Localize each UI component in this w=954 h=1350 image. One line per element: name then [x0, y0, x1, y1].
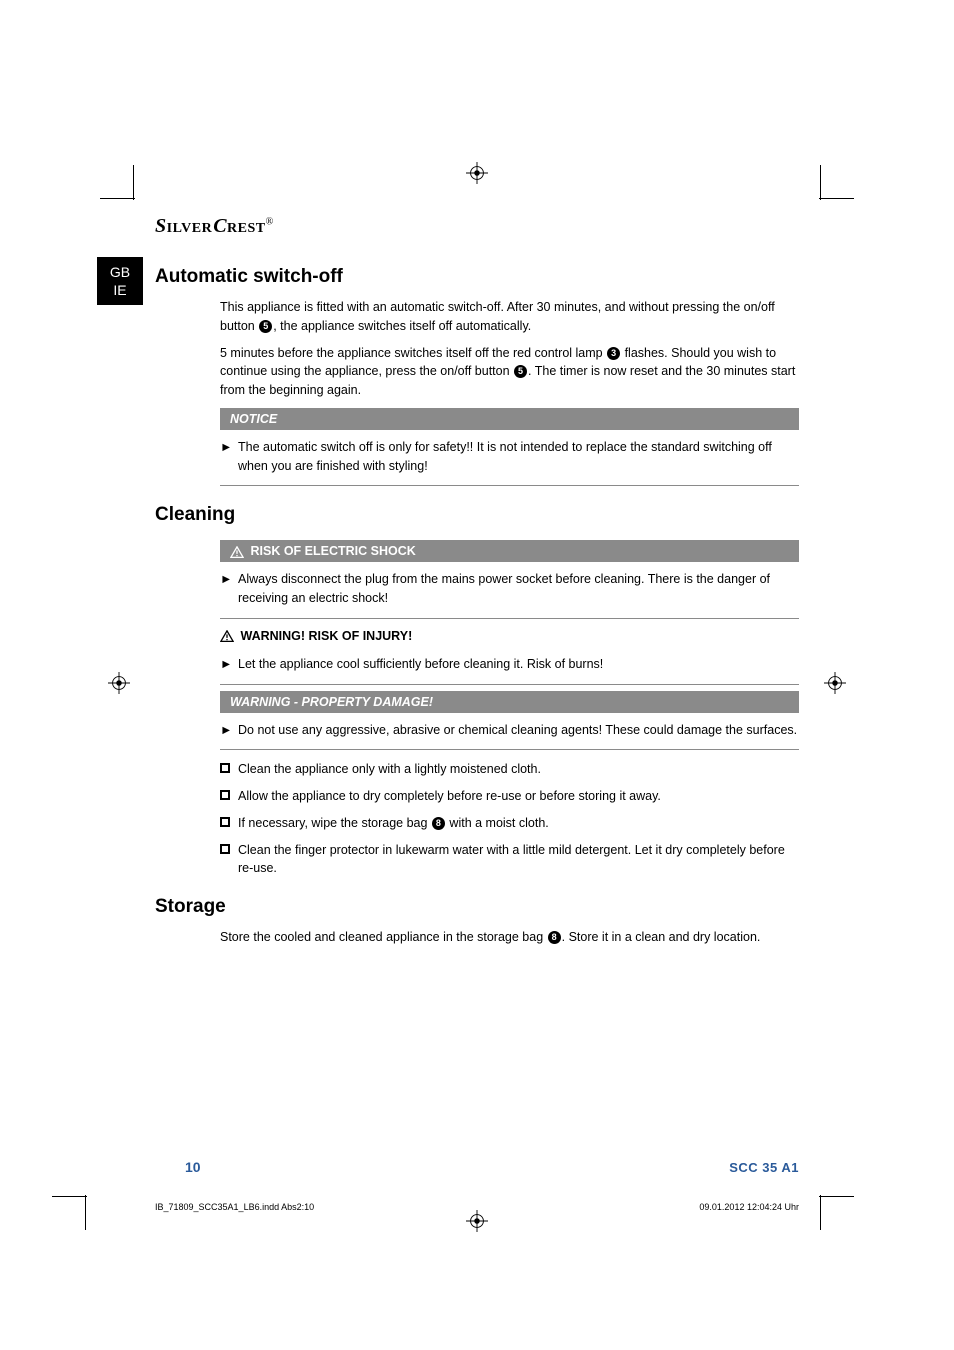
registration-mark-bottom [466, 1210, 488, 1232]
warning-text: Let the appliance cool sufficiently befo… [238, 655, 799, 674]
square-bullet-icon [220, 763, 230, 773]
auto-off-body: This appliance is fitted with an automat… [220, 298, 799, 400]
model-number: SCC 35 A1 [729, 1160, 799, 1175]
page-content: SilverCrest® GB IE Automatic switch-off … [155, 215, 799, 1175]
page-footer: 10 SCC 35 A1 [155, 1159, 799, 1175]
storage-body: Store the cooled and cleaned appliance i… [220, 928, 799, 947]
square-bullet-icon [220, 817, 230, 827]
notice-header: NOTICE [220, 408, 799, 430]
section-title-cleaning: Cleaning [155, 504, 799, 526]
print-footer: IB_71809_SCC35A1_LB6.indd Abs2:10 09.01.… [155, 1202, 799, 1212]
warning-body: ► Let the appliance cool sufficiently be… [220, 647, 799, 685]
section-title-storage: Storage [155, 896, 799, 918]
warning-header-text: WARNING! RISK OF INJURY! [240, 629, 412, 643]
registration-mark-right [824, 672, 846, 694]
registration-mark-left [108, 672, 130, 694]
list-item: If necessary, wipe the storage bag 8 wit… [220, 814, 799, 833]
crop-mark [819, 1196, 854, 1197]
arrow-icon: ► [220, 721, 238, 740]
notice-body: ► The automatic switch off is only for s… [220, 430, 799, 487]
page-number: 10 [185, 1159, 201, 1175]
warning-box-damage: WARNING - PROPERTY DAMAGE! ► Do not use … [220, 691, 799, 751]
crop-mark [85, 1195, 86, 1230]
ref-num-icon: 5 [259, 320, 272, 333]
ref-num-icon: 8 [432, 817, 445, 830]
registration-mark-top [466, 162, 488, 184]
notice-text: The automatic switch off is only for saf… [238, 438, 799, 476]
list-item: Allow the appliance to dry completely be… [220, 787, 799, 806]
arrow-icon: ► [220, 438, 238, 476]
print-file-info: IB_71809_SCC35A1_LB6.indd Abs2:10 [155, 1202, 314, 1212]
warning-box-shock: RISK OF ELECTRIC SHOCK ► Always disconne… [220, 540, 799, 619]
warning-box-injury: WARNING! RISK OF INJURY! ► Let the appli… [220, 625, 799, 685]
language-tab: GB IE [97, 257, 143, 305]
lang-line1: GB [97, 263, 143, 281]
warning-triangle-icon [220, 630, 234, 642]
warning-body: ► Always disconnect the plug from the ma… [220, 562, 799, 619]
arrow-icon: ► [220, 655, 238, 674]
print-timestamp: 09.01.2012 12:04:24 Uhr [699, 1202, 799, 1212]
list-item: Clean the finger protector in lukewarm w… [220, 841, 799, 879]
warning-header: WARNING - PROPERTY DAMAGE! [220, 691, 799, 713]
warning-triangle-icon [230, 546, 244, 558]
crop-mark [820, 1195, 821, 1230]
square-bullet-icon [220, 790, 230, 800]
cleaning-bullets: Clean the appliance only with a lightly … [220, 760, 799, 878]
lang-line2: IE [97, 281, 143, 299]
section-title-auto-off: Automatic switch-off [155, 266, 799, 288]
ref-num-icon: 3 [607, 347, 620, 360]
warning-body: ► Do not use any aggressive, abrasive or… [220, 713, 799, 751]
warning-header-text: RISK OF ELECTRIC SHOCK [250, 544, 415, 558]
crop-mark [100, 198, 135, 199]
notice-box: NOTICE ► The automatic switch off is onl… [220, 408, 799, 487]
auto-off-p1: This appliance is fitted with an automat… [220, 298, 799, 336]
ref-num-icon: 8 [548, 931, 561, 944]
ref-num-icon: 5 [514, 365, 527, 378]
crop-mark [819, 198, 854, 199]
warning-text: Do not use any aggressive, abrasive or c… [238, 721, 799, 740]
warning-header: RISK OF ELECTRIC SHOCK [220, 540, 799, 562]
brand-logo: SilverCrest® [155, 215, 799, 238]
crop-mark [52, 1196, 87, 1197]
storage-p1: Store the cooled and cleaned appliance i… [220, 928, 799, 947]
auto-off-p2: 5 minutes before the appliance switches … [220, 344, 799, 400]
square-bullet-icon [220, 844, 230, 854]
list-item: Clean the appliance only with a lightly … [220, 760, 799, 779]
crop-mark [133, 165, 134, 200]
crop-mark [820, 165, 821, 200]
warning-text: Always disconnect the plug from the main… [238, 570, 799, 608]
arrow-icon: ► [220, 570, 238, 608]
warning-header: WARNING! RISK OF INJURY! [220, 625, 799, 647]
